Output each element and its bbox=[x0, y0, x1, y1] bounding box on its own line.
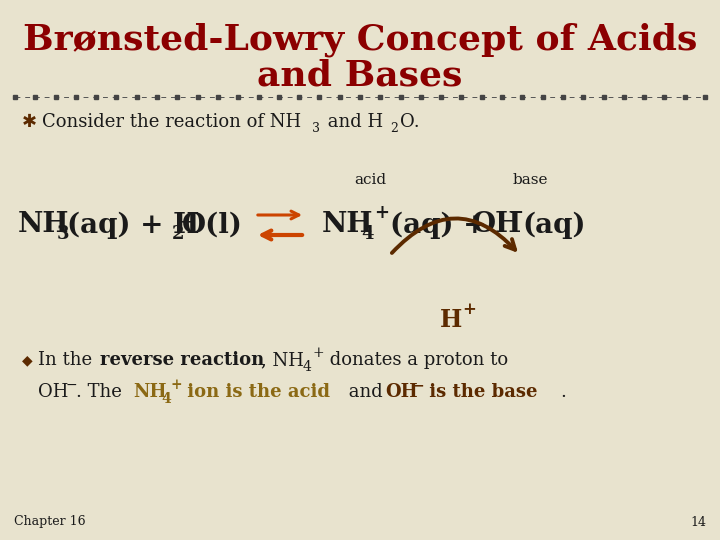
Text: OH: OH bbox=[38, 383, 68, 401]
Text: and Bases: and Bases bbox=[257, 58, 463, 92]
Text: +: + bbox=[313, 346, 325, 360]
Text: acid: acid bbox=[354, 173, 386, 187]
Text: 14: 14 bbox=[690, 516, 706, 529]
Text: O.: O. bbox=[400, 113, 420, 131]
Text: In the: In the bbox=[38, 351, 98, 369]
Text: . The: . The bbox=[76, 383, 127, 401]
Text: 4: 4 bbox=[303, 360, 312, 374]
Text: 3: 3 bbox=[57, 225, 70, 243]
Text: −: − bbox=[66, 378, 78, 392]
Text: 2: 2 bbox=[172, 225, 184, 243]
Text: (aq) +: (aq) + bbox=[390, 211, 487, 239]
Text: +: + bbox=[374, 204, 389, 222]
Text: reverse reaction: reverse reaction bbox=[100, 351, 264, 369]
Text: Brønsted-Lowry Concept of Acids: Brønsted-Lowry Concept of Acids bbox=[23, 23, 697, 57]
Text: .: . bbox=[560, 383, 566, 401]
Text: OH: OH bbox=[385, 383, 418, 401]
Text: (aq): (aq) bbox=[522, 211, 585, 239]
Text: ✱: ✱ bbox=[22, 113, 37, 131]
Text: , NH: , NH bbox=[261, 351, 304, 369]
Text: NH: NH bbox=[133, 383, 166, 401]
Text: 2: 2 bbox=[390, 123, 398, 136]
Text: OH: OH bbox=[472, 212, 522, 239]
Text: −: − bbox=[508, 204, 523, 222]
Text: 4: 4 bbox=[161, 392, 171, 406]
Text: base: base bbox=[512, 173, 548, 187]
Text: and: and bbox=[343, 383, 389, 401]
FancyArrowPatch shape bbox=[392, 219, 515, 253]
Text: NH: NH bbox=[18, 212, 70, 239]
Text: 3: 3 bbox=[312, 123, 320, 136]
Text: +: + bbox=[462, 301, 476, 319]
Text: ion is the acid: ion is the acid bbox=[181, 383, 330, 401]
Text: NH: NH bbox=[322, 212, 374, 239]
Text: Chapter 16: Chapter 16 bbox=[14, 516, 86, 529]
Text: −: − bbox=[413, 378, 425, 392]
Text: O(l): O(l) bbox=[182, 212, 243, 239]
Text: and H: and H bbox=[322, 113, 383, 131]
Text: donates a proton to: donates a proton to bbox=[324, 351, 508, 369]
Text: (aq) + H: (aq) + H bbox=[67, 211, 199, 239]
Text: H: H bbox=[440, 308, 462, 332]
Text: is the base: is the base bbox=[423, 383, 538, 401]
Text: 4: 4 bbox=[361, 225, 374, 243]
Text: +: + bbox=[171, 378, 183, 392]
Text: ◆: ◆ bbox=[22, 353, 32, 367]
Text: Consider the reaction of NH: Consider the reaction of NH bbox=[42, 113, 301, 131]
